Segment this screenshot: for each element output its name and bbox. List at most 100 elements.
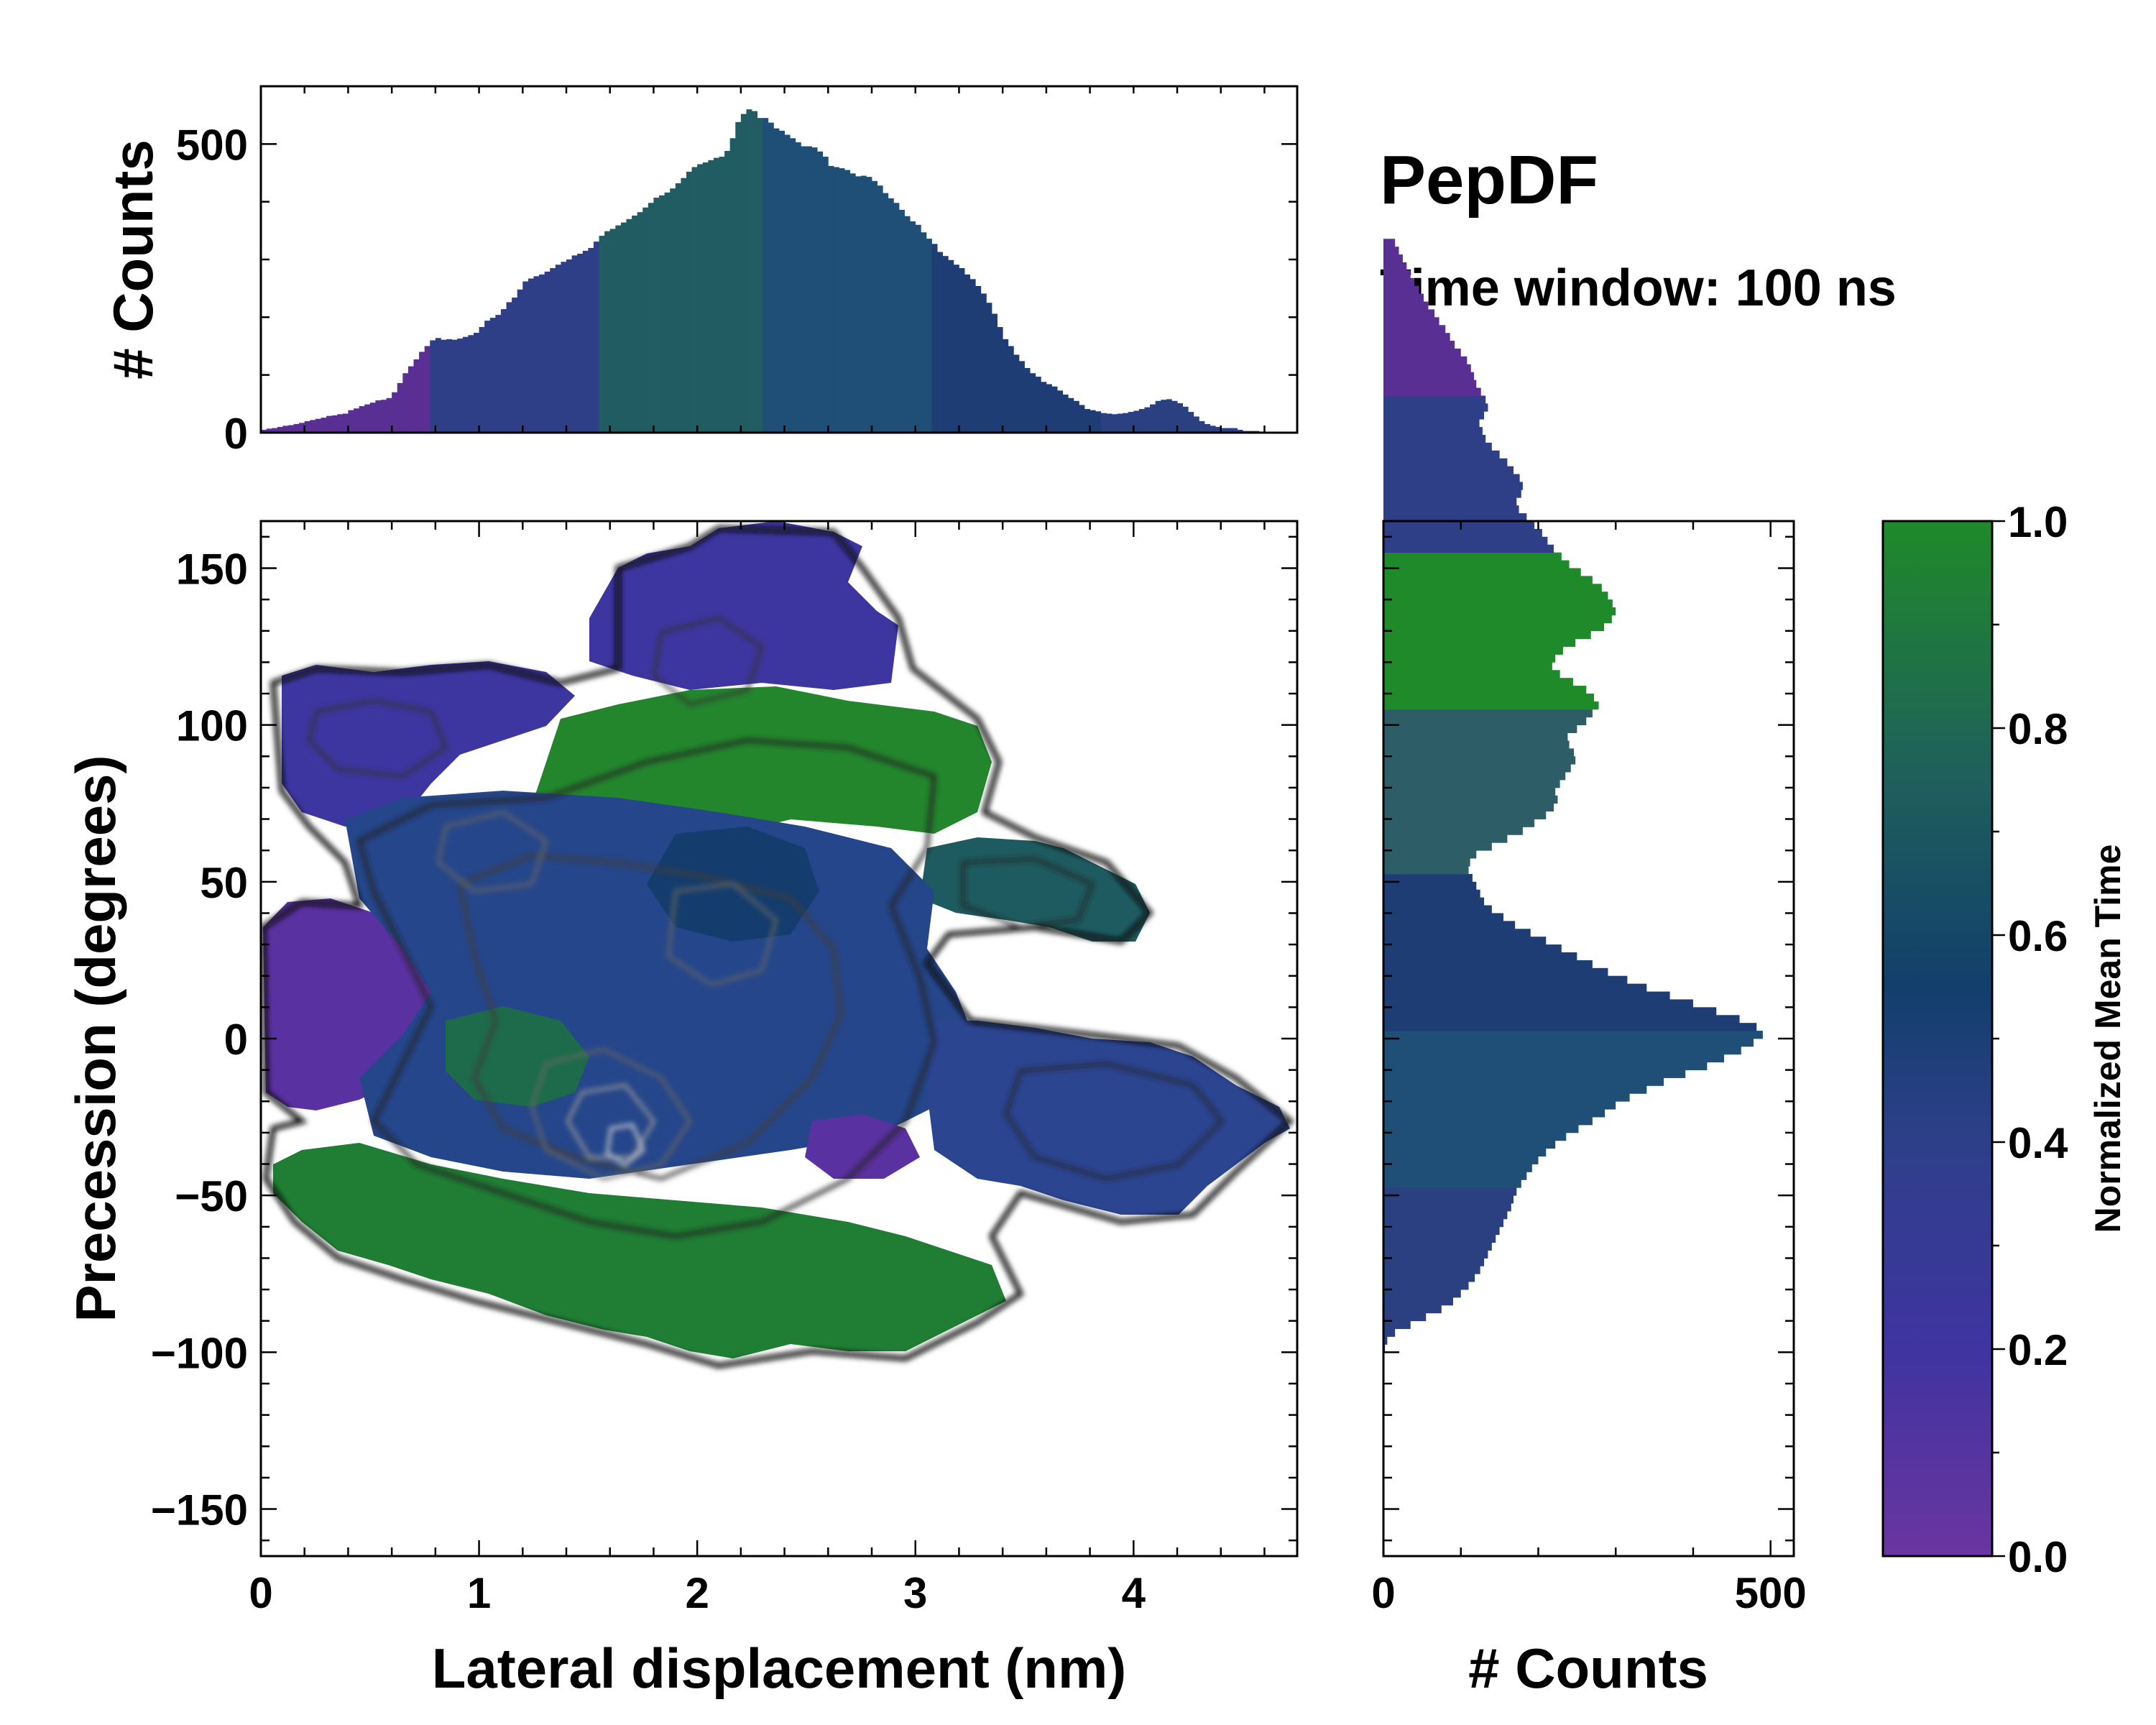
right-histogram-bar: [1383, 1140, 1556, 1149]
right-histogram-bar: [1383, 403, 1488, 412]
right-histogram-xtick-label: 500: [1735, 1569, 1807, 1617]
right-histogram-bar: [1383, 1226, 1500, 1236]
main-heatmap-ylabel: Precession (degrees): [64, 755, 127, 1322]
top-histogram-bar: [1123, 413, 1129, 433]
right-histogram-bar: [1383, 881, 1477, 891]
top-histogram-bar: [354, 408, 360, 433]
right-histogram-bar: [1383, 435, 1486, 443]
top-histogram-bar: [331, 415, 338, 433]
top-histogram-bar: [615, 225, 622, 433]
right-histogram-bar: [1383, 505, 1519, 514]
top-histogram-bar: [1226, 428, 1233, 433]
colorbar-gradient: [1883, 521, 1992, 1556]
right-histogram-bar: [1383, 889, 1480, 898]
top-histogram-bar: [642, 207, 649, 433]
top-histogram-bar: [964, 274, 971, 433]
top-histogram-bar: [735, 121, 742, 433]
top-histogram-bar: [407, 366, 414, 433]
main-heatmap-xtick-label: 3: [903, 1569, 927, 1617]
top-histogram-bar: [566, 259, 572, 433]
main-heatmap-xtick-label: 4: [1122, 1569, 1146, 1617]
right-histogram-bar: [1383, 638, 1576, 647]
top-histogram-bar: [675, 183, 681, 433]
right-histogram-bar: [1383, 1187, 1517, 1196]
top-histogram-bar: [1117, 413, 1123, 433]
top-histogram-bar: [883, 193, 889, 433]
right-histogram-bar: [1383, 654, 1556, 663]
top-histogram-bar: [833, 167, 839, 433]
top-histogram-bar: [653, 198, 660, 433]
right-histogram-bar: [1383, 952, 1577, 961]
top-histogram-bar: [1171, 400, 1178, 433]
top-histogram-bar: [1210, 426, 1216, 433]
right-histogram-bar: [1383, 1258, 1485, 1266]
top-histogram-bar: [1051, 386, 1058, 433]
top-histogram-bar: [261, 429, 267, 433]
right-histogram-bar: [1383, 466, 1514, 474]
top-histogram-bar: [386, 397, 392, 433]
top-histogram-bar: [1182, 406, 1189, 433]
top-histogram-bar: [1073, 400, 1079, 433]
right-histogram-bar: [1383, 497, 1517, 506]
right-histogram-bar: [1383, 309, 1435, 318]
top-histogram-bar: [359, 406, 365, 433]
top-histogram-bar: [790, 138, 796, 433]
contour-level-3: [458, 853, 843, 1181]
right-histogram-bar: [1383, 592, 1608, 600]
right-histogram-bar: [1383, 285, 1419, 295]
right-histogram-bar: [1383, 999, 1693, 1008]
right-histogram-bar: [1383, 427, 1483, 436]
top-histogram-bar: [839, 168, 845, 433]
right-histogram-bar: [1383, 967, 1608, 977]
top-histogram-bar: [1100, 413, 1107, 433]
right-histogram-bar: [1383, 599, 1613, 608]
heatmap-region-top-lobe: [589, 521, 898, 690]
colorbar-tick-label: 0.4: [2008, 1119, 2068, 1167]
top-histogram-bar: [888, 198, 894, 433]
right-histogram-bar: [1383, 960, 1593, 969]
top-histogram-bar: [321, 418, 327, 433]
right-histogram-bar: [1383, 1070, 1686, 1078]
right-histogram-bar: [1383, 1164, 1532, 1172]
right-histogram-bar: [1383, 1234, 1496, 1243]
contour-top-lobe: [652, 616, 764, 707]
right-histogram-bar: [1383, 780, 1560, 788]
right-histogram-bar: [1383, 873, 1473, 883]
right-histogram-bar: [1383, 717, 1587, 726]
top-histogram-bar: [506, 302, 512, 433]
density-contours: [261, 525, 1294, 1368]
colorbar-tick-label: 0.6: [2008, 912, 2068, 960]
top-histogram-bar: [849, 173, 856, 433]
top-histogram-bar: [1062, 394, 1069, 433]
heatmap-region-lower-lobe: [273, 1143, 1006, 1358]
right-histogram-bar: [1383, 983, 1647, 992]
top-histogram-ytick-label: 0: [224, 410, 248, 458]
right-histogram-bar: [1383, 1031, 1763, 1039]
top-histogram-bar: [752, 111, 758, 433]
right-histogram-bar: [1383, 1282, 1469, 1290]
top-histogram-bar: [915, 224, 921, 433]
top-histogram-bar: [588, 247, 594, 433]
right-histogram-bar: [1383, 1203, 1511, 1212]
colorbar-tick-label: 0.2: [2008, 1326, 2068, 1374]
right-histogram-bar: [1383, 325, 1446, 334]
right-histogram-bar: [1383, 615, 1612, 624]
right-histogram-bar: [1383, 1101, 1616, 1110]
right-histogram-bar: [1383, 701, 1599, 710]
top-histogram-bar: [473, 333, 479, 433]
right-histogram-bar: [1383, 670, 1560, 678]
right-histogram-bar: [1383, 795, 1558, 804]
top-histogram-bar: [1046, 384, 1052, 433]
right-histogram-bar: [1383, 560, 1570, 569]
right-histogram-bar: [1383, 262, 1407, 271]
top-histogram: 0 500 # Counts: [101, 85, 1299, 458]
right-histogram-bar: [1383, 372, 1475, 381]
top-histogram-bar: [342, 413, 349, 433]
right-histogram-bar: [1383, 521, 1535, 530]
right-histogram-bar: [1383, 803, 1554, 812]
top-histogram-bar: [293, 423, 300, 433]
right-histogram-bar: [1383, 489, 1521, 498]
top-histogram-bar: [855, 176, 862, 433]
top-histogram-bar: [872, 180, 878, 433]
